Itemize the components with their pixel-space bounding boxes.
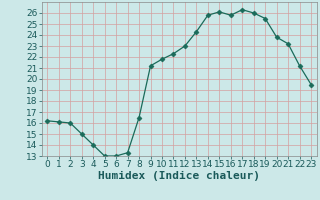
X-axis label: Humidex (Indice chaleur): Humidex (Indice chaleur) <box>98 171 260 181</box>
